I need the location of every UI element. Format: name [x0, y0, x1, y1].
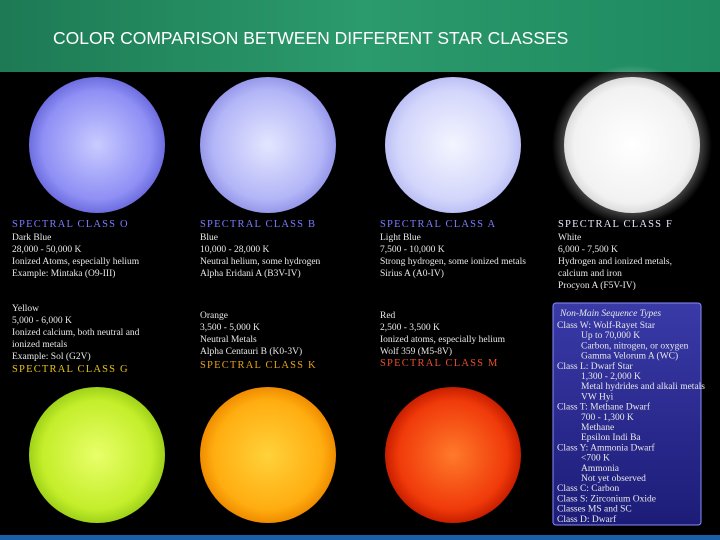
box-line: Class T: Methane Dwarf: [557, 402, 651, 413]
star: [385, 77, 521, 213]
class-heading: SPECTRAL CLASS B: [200, 219, 316, 230]
class-info: Sirius A (A0-IV): [380, 268, 444, 279]
header-band: [0, 0, 720, 72]
class-heading: SPECTRAL CLASS F: [558, 219, 673, 230]
class-info: Ionized Atoms, especially helium: [12, 257, 140, 267]
class-info: 5,000 - 6,000 K: [12, 316, 72, 326]
box-line: Gamma Velorum A (WC): [581, 351, 678, 362]
star: [200, 77, 336, 213]
star: [29, 387, 165, 523]
class-info: Neutral Metals: [200, 335, 257, 345]
class-info: Wolf 359 (M5-8V): [380, 346, 452, 357]
class-info: Strong hydrogen, some ionized metals: [380, 257, 526, 267]
star: [200, 387, 336, 523]
box-line: 1,300 - 2,000 K: [581, 372, 641, 382]
box-line: Class C: Carbon: [557, 484, 620, 494]
class-info: 10,000 - 28,000 K: [200, 245, 270, 255]
class-info: 6,000 - 7,500 K: [558, 245, 618, 255]
class-heading: SPECTRAL CLASS O: [12, 219, 129, 230]
star: [29, 77, 165, 213]
class-info: Neutral helium, some hydrogen: [200, 257, 321, 267]
class-info: Orange: [200, 311, 228, 321]
box-line: Class W: Wolf-Rayet Star: [557, 320, 656, 331]
star: [564, 77, 700, 213]
class-info: calcium and iron: [558, 269, 622, 279]
box-line: Carbon, nitrogen, or oxygen: [581, 341, 689, 351]
class-info: 28,000 - 50,000 K: [12, 245, 82, 255]
class-info: Yellow: [12, 304, 39, 314]
box-line: <700 K: [581, 454, 610, 464]
box-heading: Non-Main Sequence Types: [559, 309, 661, 319]
class-info: Ionized calcium, both neutral and: [12, 328, 140, 338]
box-line: Class D: Dwarf: [557, 514, 617, 525]
class-info: ionized metals: [12, 340, 67, 350]
class-info: Dark Blue: [12, 233, 51, 243]
box-line: Ammonia: [581, 464, 620, 474]
class-info: Hydrogen and ionized metals,: [558, 257, 672, 267]
class-info: 2,500 - 3,500 K: [380, 323, 440, 333]
box-line: Not yet observed: [581, 474, 646, 484]
box-line: VW Hyi: [581, 392, 614, 402]
class-info: Example: Sol (G2V): [12, 351, 91, 362]
class-info: Alpha Centauri B (K0-3V): [200, 346, 302, 357]
class-info: Alpha Eridani A (B3V-IV): [200, 268, 301, 279]
box-line: Class L: Dwarf Star: [557, 361, 634, 372]
class-heading: SPECTRAL CLASS M: [380, 358, 499, 369]
box-line: Methane: [581, 423, 614, 433]
class-info: Example: Mintaka (O9-III): [12, 268, 115, 279]
class-heading: SPECTRAL CLASS G: [12, 364, 129, 375]
class-info: Red: [380, 311, 396, 321]
class-heading: SPECTRAL CLASS A: [380, 219, 496, 230]
class-info: 3,500 - 5,000 K: [200, 323, 260, 333]
class-heading: SPECTRAL CLASS K: [200, 360, 317, 371]
box-line: Epsilon Indi Ba: [581, 433, 641, 443]
class-info: White: [558, 233, 581, 243]
box-line: Class S: Zirconium Oxide: [557, 494, 656, 504]
box-line: Up to 70,000 K: [581, 331, 640, 341]
footer-strip: [0, 535, 720, 540]
other-types-box: [552, 302, 702, 526]
class-info: 7,500 - 10,000 K: [380, 245, 445, 255]
box-line: Metal hydrides and alkali metals: [581, 382, 705, 392]
box-line: Class Y: Ammonia Dwarf: [557, 442, 656, 453]
slide-title: COLOR COMPARISON BETWEEN DIFFERENT STAR …: [53, 28, 568, 48]
class-info: Ionized atoms, especially helium: [380, 335, 506, 345]
class-info: Blue: [200, 233, 218, 243]
star: [385, 387, 521, 523]
class-info: Light Blue: [380, 233, 421, 243]
class-info: Procyon A (F5V-IV): [558, 280, 636, 291]
box-line: 700 - 1,300 K: [581, 413, 634, 423]
box-line: Classes MS and SC: [557, 505, 632, 515]
